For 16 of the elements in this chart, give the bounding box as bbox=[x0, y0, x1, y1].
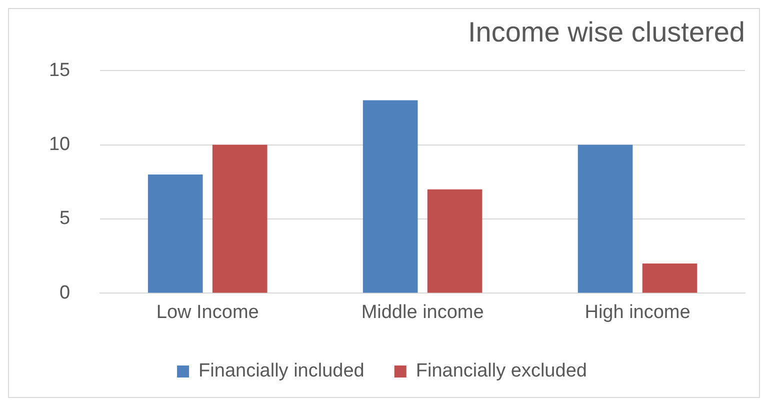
y-tick-label: 10 bbox=[48, 134, 70, 156]
legend-label: Financially excluded bbox=[416, 360, 587, 382]
bar bbox=[148, 174, 203, 293]
legend-label: Financially included bbox=[198, 360, 364, 382]
x-tick-label: Low Income bbox=[156, 302, 259, 323]
x-tick-label: Middle income bbox=[361, 302, 484, 323]
bar bbox=[362, 100, 418, 293]
y-tick-label: 0 bbox=[60, 282, 70, 304]
y-tick-label: 15 bbox=[48, 60, 70, 81]
bar bbox=[578, 144, 633, 293]
x-tick-label: High income bbox=[584, 302, 690, 323]
chart-title: Income wise clustered bbox=[468, 16, 745, 48]
y-tick-label: 5 bbox=[60, 208, 70, 230]
bar bbox=[212, 144, 268, 293]
bar bbox=[642, 264, 698, 293]
bar bbox=[427, 189, 482, 293]
